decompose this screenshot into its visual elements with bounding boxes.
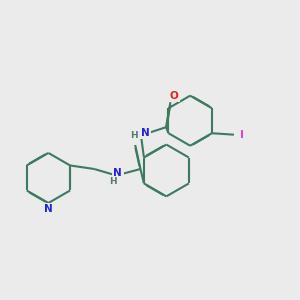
Text: N: N	[113, 167, 122, 178]
Text: N: N	[44, 205, 53, 214]
Text: I: I	[240, 130, 244, 140]
Text: O: O	[128, 134, 137, 143]
Text: O: O	[169, 91, 178, 101]
Text: N: N	[141, 128, 150, 138]
Text: H: H	[130, 131, 137, 140]
Text: H: H	[110, 177, 117, 186]
